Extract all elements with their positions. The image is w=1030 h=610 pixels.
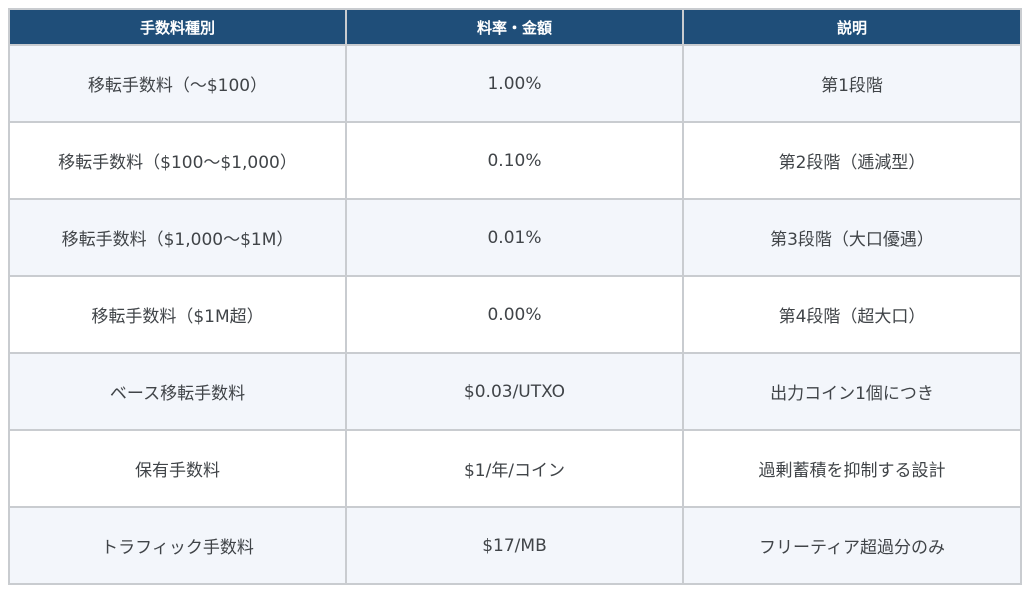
rate-cell: 0.10% bbox=[345, 121, 684, 200]
description-cell: 出力コイン1個につき bbox=[682, 352, 1022, 431]
rate-cell: $1/年/コイン bbox=[345, 429, 684, 508]
table-row: 移転手数料（$1M超） 0.00% 第4段階（超大口） bbox=[8, 275, 1022, 354]
header-description: 説明 bbox=[682, 8, 1022, 46]
table-row: ベース移転手数料 $0.03/UTXO 出力コイン1個につき bbox=[8, 352, 1022, 431]
table-row: 移転手数料（〜$100） 1.00% 第1段階 bbox=[8, 44, 1022, 123]
table-header-row: 手数料種別 料率・金額 説明 bbox=[8, 8, 1022, 46]
rate-cell: $17/MB bbox=[345, 506, 684, 585]
fee-type-cell: 移転手数料（$100〜$1,000） bbox=[8, 121, 347, 200]
table-row: 移転手数料（$100〜$1,000） 0.10% 第2段階（逓減型） bbox=[8, 121, 1022, 200]
fee-type-cell: 移転手数料（〜$100） bbox=[8, 44, 347, 123]
header-fee-type: 手数料種別 bbox=[8, 8, 347, 46]
description-cell: 第2段階（逓減型） bbox=[682, 121, 1022, 200]
fee-type-cell: ベース移転手数料 bbox=[8, 352, 347, 431]
fee-table: 手数料種別 料率・金額 説明 移転手数料（〜$100） 1.00% 第1段階 移… bbox=[8, 8, 1022, 585]
rate-cell: 0.00% bbox=[345, 275, 684, 354]
description-cell: フリーティア超過分のみ bbox=[682, 506, 1022, 585]
fee-type-cell: 保有手数料 bbox=[8, 429, 347, 508]
description-cell: 第4段階（超大口） bbox=[682, 275, 1022, 354]
description-cell: 過剰蓄積を抑制する設計 bbox=[682, 429, 1022, 508]
rate-cell: $0.03/UTXO bbox=[345, 352, 684, 431]
fee-type-cell: トラフィック手数料 bbox=[8, 506, 347, 585]
table-row: 保有手数料 $1/年/コイン 過剰蓄積を抑制する設計 bbox=[8, 429, 1022, 508]
rate-cell: 1.00% bbox=[345, 44, 684, 123]
table-row: トラフィック手数料 $17/MB フリーティア超過分のみ bbox=[8, 506, 1022, 585]
fee-type-cell: 移転手数料（$1M超） bbox=[8, 275, 347, 354]
description-cell: 第3段階（大口優遇） bbox=[682, 198, 1022, 277]
table-row: 移転手数料（$1,000〜$1M） 0.01% 第3段階（大口優遇） bbox=[8, 198, 1022, 277]
fee-type-cell: 移転手数料（$1,000〜$1M） bbox=[8, 198, 347, 277]
fee-table-container: 手数料種別 料率・金額 説明 移転手数料（〜$100） 1.00% 第1段階 移… bbox=[8, 8, 1022, 585]
header-rate-amount: 料率・金額 bbox=[345, 8, 684, 46]
rate-cell: 0.01% bbox=[345, 198, 684, 277]
description-cell: 第1段階 bbox=[682, 44, 1022, 123]
